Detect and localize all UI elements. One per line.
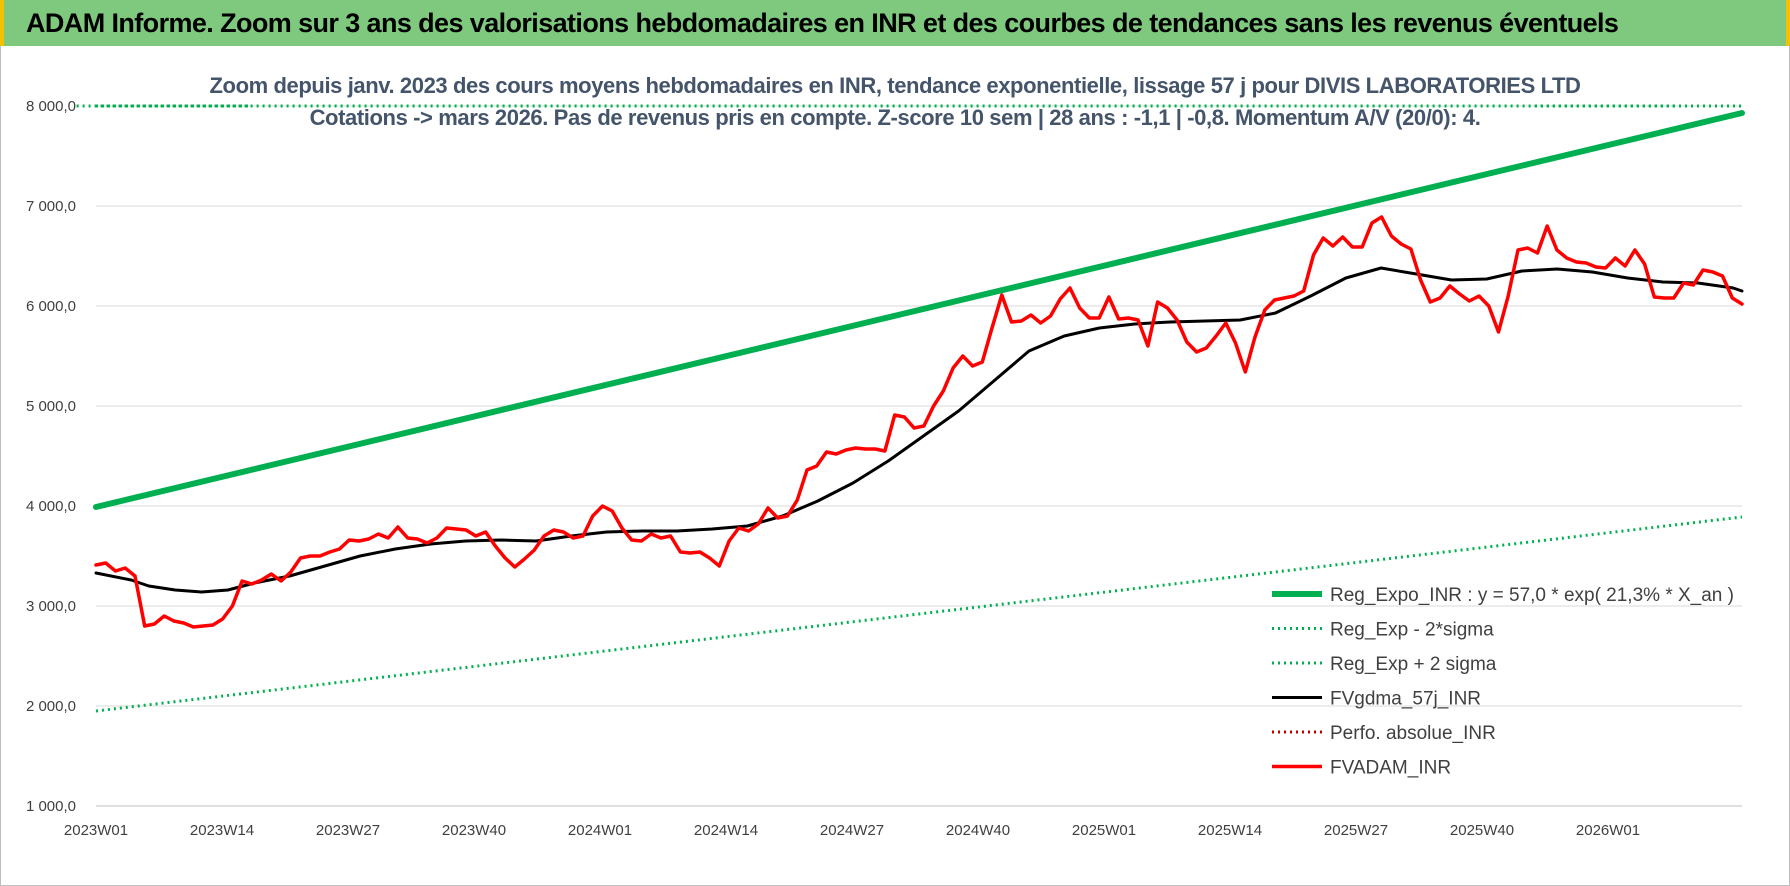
legend-label: Reg_Exp + 2 sigma: [1330, 654, 1497, 675]
x-tick-label: 2026W01: [1576, 822, 1640, 839]
x-tick-label: 2024W14: [694, 822, 758, 839]
x-tick-label: 2023W01: [64, 822, 128, 839]
series-lines: [76, 104, 1745, 713]
series-line: [93, 110, 1745, 510]
chart-title-line-2: Cotations -> mars 2026. Pas de revenus p…: [309, 105, 1481, 130]
y-tick-label: 8 000,0: [26, 98, 76, 115]
banner-left-accent: [0, 0, 4, 46]
series-line: [94, 266, 1744, 594]
x-tick-label: 2024W40: [946, 822, 1010, 839]
y-tick-label: 7 000,0: [26, 198, 76, 215]
chart-title-line-1: Zoom depuis janv. 2023 des cours moyens …: [209, 73, 1581, 98]
x-axis-ticks: 2023W01 2023W14 2023W27 2023W40 2024W01 2024W…: [64, 822, 1640, 839]
x-tick-label: 2023W40: [442, 822, 506, 839]
y-tick-label: 6 000,0: [26, 298, 76, 315]
y-tick-label: 1 000,0: [26, 798, 76, 815]
gridlines: [96, 105, 1742, 807]
legend-label: Reg_Exp - 2*sigma: [1330, 620, 1494, 641]
x-tick-label: 2025W40: [1450, 822, 1514, 839]
y-tick-label: 3 000,0: [26, 598, 76, 615]
legend: Reg_Expo_INR : y = 57,0 * exp( 21,3% * X…: [1272, 585, 1734, 779]
x-tick-label: 2025W27: [1324, 822, 1388, 839]
banner-right-accent: [1786, 0, 1790, 46]
legend-label: FVADAM_INR: [1330, 758, 1451, 779]
y-tick-label: 4 000,0: [26, 498, 76, 515]
x-tick-label: 2023W27: [316, 822, 380, 839]
legend-label: Perfo. absolue_INR: [1330, 723, 1496, 744]
series-line: [95, 515, 1743, 713]
header-banner: ADAM Informe. Zoom sur 3 ans des valoris…: [0, 0, 1790, 46]
x-tick-label: 2024W27: [820, 822, 884, 839]
y-tick-label: 5 000,0: [26, 398, 76, 415]
y-axis-ticks: 1 000,0 2 000,0 3 000,0 4 000,0 5 000,0 6 000…: [26, 98, 76, 815]
y-tick-label: 2 000,0: [26, 698, 76, 715]
x-tick-label: 2025W01: [1072, 822, 1136, 839]
x-tick-label: 2024W01: [568, 822, 632, 839]
legend-label: Reg_Expo_INR : y = 57,0 * exp( 21,3% * X…: [1330, 585, 1734, 606]
chart-title: Zoom depuis janv. 2023 des cours moyens …: [0, 70, 1790, 134]
x-tick-label: 2023W14: [190, 822, 254, 839]
series-line: [94, 215, 1744, 629]
x-tick-label: 2025W14: [1198, 822, 1262, 839]
legend-label: FVgdma_57j_INR: [1330, 689, 1481, 710]
page-title: ADAM Informe. Zoom sur 3 ans des valoris…: [26, 8, 1619, 38]
